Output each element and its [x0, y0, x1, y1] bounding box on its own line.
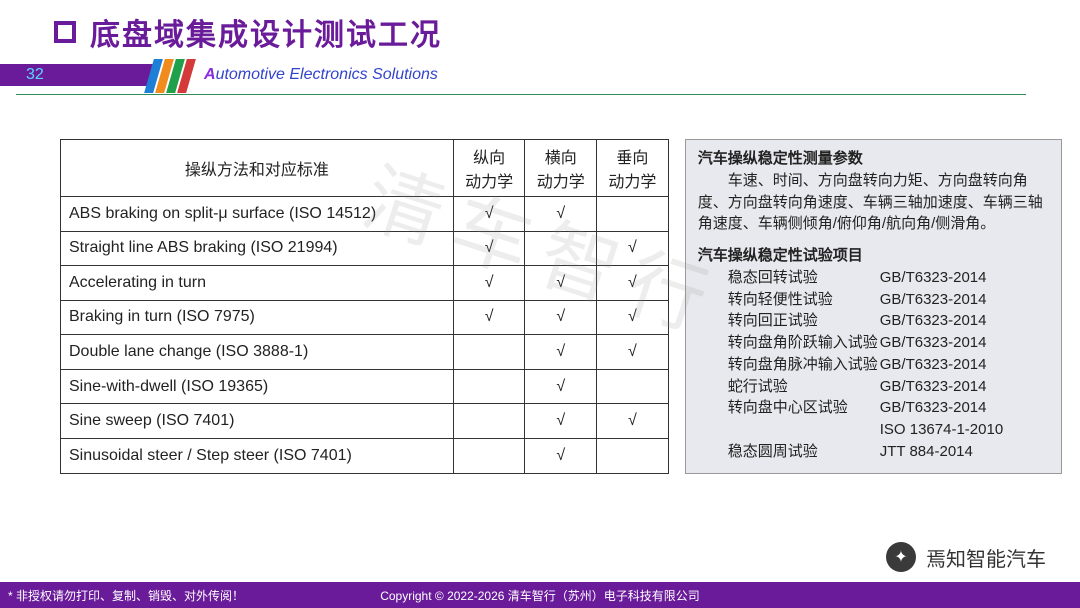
- test-standard: GB/T6323-2014: [880, 376, 1051, 398]
- test-standard: JTT 884-2014: [880, 441, 1051, 463]
- test-name: 转向盘角脉冲输入试验: [698, 354, 880, 376]
- table-row: Double lane change (ISO 3888-1) √√: [61, 335, 669, 370]
- test-row: 稳态回转试验GB/T6323-2014: [698, 267, 1051, 289]
- maneuver-label: Sinusoidal steer / Step steer (ISO 7401): [61, 438, 454, 473]
- corner-watermark: ✦ 焉知智能汽车: [886, 542, 1046, 572]
- check-cell: √: [525, 335, 597, 370]
- test-row: 转向盘角脉冲输入试验GB/T6323-2014: [698, 354, 1051, 376]
- check-cell: √: [525, 369, 597, 404]
- slide-title-row: 底盘域集成设计测试工况: [0, 0, 1080, 54]
- check-cell: [597, 369, 669, 404]
- test-row: 转向轻便性试验GB/T6323-2014: [698, 289, 1051, 311]
- test-standard: GB/T6323-2014: [880, 354, 1051, 376]
- table-row: Sine sweep (ISO 7401) √√: [61, 404, 669, 439]
- table-row: Straight line ABS braking (ISO 21994)√√: [61, 231, 669, 266]
- page-number: 32: [26, 66, 44, 84]
- check-cell: √: [597, 300, 669, 335]
- test-standard: GB/T6323-2014: [880, 332, 1051, 354]
- check-cell: √: [453, 231, 525, 266]
- panel-paragraph-1: 车速、时间、方向盘转向力矩、方向盘转向角度、方向盘转向角速度、车辆三轴加速度、车…: [698, 170, 1051, 235]
- test-name: 蛇行试验: [698, 376, 880, 398]
- test-row: 转向盘角阶跃输入试验GB/T6323-2014: [698, 332, 1051, 354]
- table-row: Braking in turn (ISO 7975)√√√: [61, 300, 669, 335]
- table-header: 纵向 动力学: [453, 140, 525, 197]
- corner-watermark-text: 焉知智能汽车: [926, 543, 1046, 572]
- title-bullet-icon: [54, 21, 76, 43]
- subtitle-lead: A: [204, 66, 216, 83]
- maneuver-label: Sine sweep (ISO 7401): [61, 404, 454, 439]
- footer-copyright: Copyright © 2022-2026 清车智行（苏州）电子科技有限公司: [380, 587, 700, 604]
- check-cell: √: [597, 231, 669, 266]
- test-name: 转向盘中心区试验: [698, 397, 880, 419]
- table-row: Accelerating in turn√√√: [61, 266, 669, 301]
- test-row: 蛇行试验GB/T6323-2014: [698, 376, 1051, 398]
- test-standard: ISO 13674-1-2010: [880, 419, 1051, 441]
- panel-heading-1: 汽车操纵稳定性测量参数: [698, 148, 1051, 170]
- check-cell: √: [453, 266, 525, 301]
- table-row: ABS braking on split-μ surface (ISO 1451…: [61, 197, 669, 232]
- table-header: 横向 动力学: [525, 140, 597, 197]
- test-standard: GB/T6323-2014: [880, 289, 1051, 311]
- maneuver-table: 操纵方法和对应标准纵向 动力学横向 动力学垂向 动力学 ABS braking …: [60, 139, 669, 474]
- test-row: 转向盘中心区试验GB/T6323-2014: [698, 397, 1051, 419]
- check-cell: √: [453, 197, 525, 232]
- maneuver-label: Double lane change (ISO 3888-1): [61, 335, 454, 370]
- content-area: 操纵方法和对应标准纵向 动力学横向 动力学垂向 动力学 ABS braking …: [0, 95, 1080, 474]
- stripes-icon: [143, 59, 197, 93]
- maneuver-label: Braking in turn (ISO 7975): [61, 300, 454, 335]
- test-standard: GB/T6323-2014: [880, 267, 1051, 289]
- wechat-icon: ✦: [886, 542, 916, 572]
- check-cell: √: [597, 266, 669, 301]
- maneuver-label: Sine-with-dwell (ISO 19365): [61, 369, 454, 404]
- info-panel: 汽车操纵稳定性测量参数 车速、时间、方向盘转向力矩、方向盘转向角度、方向盘转向角…: [685, 139, 1062, 474]
- check-cell: √: [453, 300, 525, 335]
- maneuver-label: ABS braking on split-μ surface (ISO 1451…: [61, 197, 454, 232]
- test-name: 转向盘角阶跃输入试验: [698, 332, 880, 354]
- test-standard: GB/T6323-2014: [880, 397, 1051, 419]
- test-name: 转向回正试验: [698, 310, 880, 332]
- maneuver-label: Straight line ABS braking (ISO 21994): [61, 231, 454, 266]
- check-cell: [525, 231, 597, 266]
- table-row: Sine-with-dwell (ISO 19365) √: [61, 369, 669, 404]
- test-name: 稳态圆周试验: [698, 441, 880, 463]
- table-header: 垂向 动力学: [597, 140, 669, 197]
- subtitle: Automotive Electronics Solutions: [204, 66, 438, 84]
- test-name: 稳态回转试验: [698, 267, 880, 289]
- check-cell: √: [597, 335, 669, 370]
- check-cell: √: [597, 404, 669, 439]
- panel-heading-2: 汽车操纵稳定性试验项目: [698, 245, 1051, 267]
- footer-left: * 非授权请勿打印、复制、销毁、对外传阅！: [8, 587, 244, 604]
- page-number-bar: 32: [0, 64, 155, 86]
- test-row: 稳态圆周试验JTT 884-2014: [698, 441, 1051, 463]
- test-row: ISO 13674-1-2010: [698, 419, 1051, 441]
- check-cell: √: [525, 266, 597, 301]
- footer-bar: * 非授权请勿打印、复制、销毁、对外传阅！ Copyright © 2022-2…: [0, 582, 1080, 608]
- table-row: Sinusoidal steer / Step steer (ISO 7401)…: [61, 438, 669, 473]
- check-cell: [453, 369, 525, 404]
- check-cell: [597, 438, 669, 473]
- test-row: 转向回正试验GB/T6323-2014: [698, 310, 1051, 332]
- check-cell: √: [525, 197, 597, 232]
- maneuver-label: Accelerating in turn: [61, 266, 454, 301]
- check-cell: [453, 438, 525, 473]
- table-header: 操纵方法和对应标准: [61, 140, 454, 197]
- check-cell: [597, 197, 669, 232]
- subtitle-rest: utomotive Electronics Solutions: [216, 66, 438, 83]
- check-cell: √: [525, 300, 597, 335]
- check-cell: √: [525, 438, 597, 473]
- test-name: 转向轻便性试验: [698, 289, 880, 311]
- check-cell: [453, 404, 525, 439]
- check-cell: √: [525, 404, 597, 439]
- test-name: [698, 419, 880, 441]
- test-standard: GB/T6323-2014: [880, 310, 1051, 332]
- slide-title: 底盘域集成设计测试工况: [90, 10, 442, 54]
- subtitle-row: 32 Automotive Electronics Solutions: [0, 56, 1080, 92]
- check-cell: [453, 335, 525, 370]
